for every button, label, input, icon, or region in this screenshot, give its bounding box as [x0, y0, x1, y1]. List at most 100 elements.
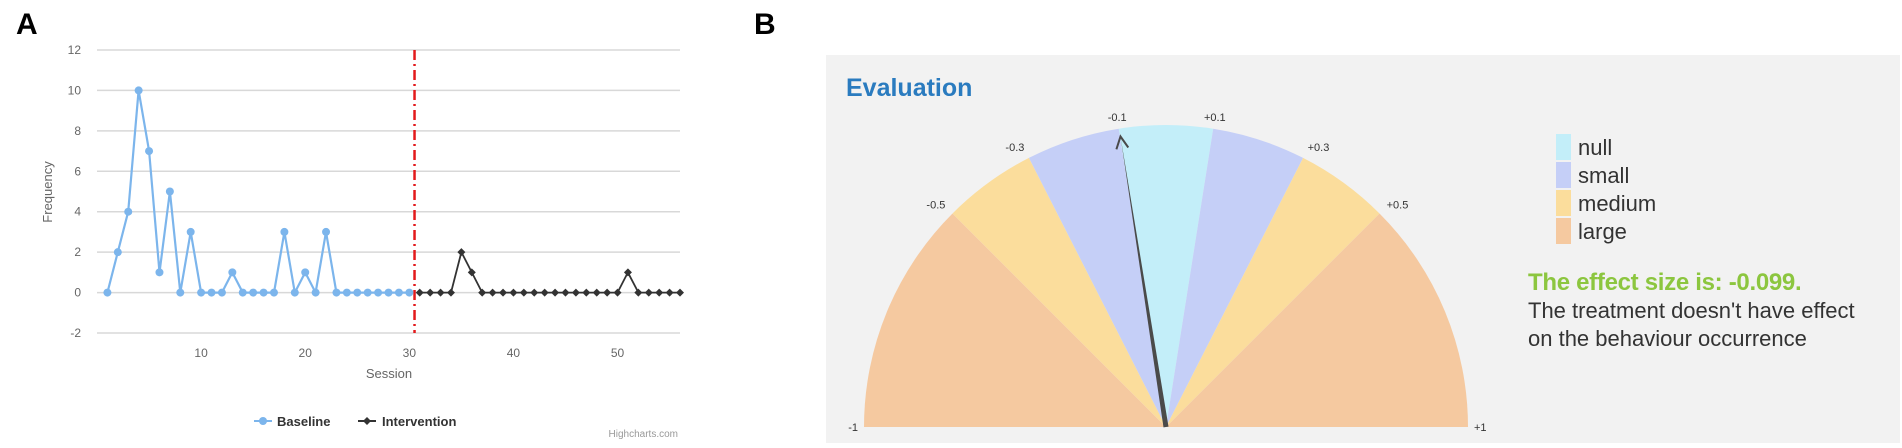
line-chart: -2 0 2 4 6 8 10 12 10 20 30 40 50 Frequency Session…: [40, 43, 684, 440]
data-point-baseline: [301, 268, 310, 277]
legend-baseline-marker: [259, 417, 267, 425]
gauge-tick-label: +0.3: [1308, 142, 1330, 154]
legend-swatch-small: [1556, 162, 1571, 188]
data-point-baseline: [113, 248, 122, 257]
data-point-baseline: [228, 268, 237, 277]
x-axis-label: Session: [366, 366, 412, 381]
data-point-baseline: [155, 268, 164, 277]
data-point-intervention: [665, 288, 674, 297]
gauge-band-medium: [1166, 157, 1380, 427]
legend-label-medium: medium: [1578, 191, 1656, 216]
data-point-baseline: [353, 288, 362, 297]
data-point-baseline: [363, 288, 372, 297]
y-tick-label: 6: [74, 164, 81, 178]
gauge-band-medium: [952, 157, 1166, 427]
data-point-intervention: [436, 288, 445, 297]
x-tick-label: 50: [611, 346, 625, 360]
legend-swatch-null: [1556, 134, 1571, 160]
gauge-tick-label: -0.5: [926, 199, 945, 211]
y-tick-label: 2: [74, 245, 81, 259]
data-point-intervention: [551, 288, 560, 297]
needle-arrowhead: [1115, 134, 1130, 150]
data-point-baseline: [103, 288, 112, 297]
credit-label: Highcharts.com: [609, 429, 678, 440]
data-point-baseline: [217, 288, 226, 297]
x-tick-label: 20: [299, 346, 313, 360]
data-point-baseline: [342, 288, 351, 297]
data-point-baseline: [332, 288, 341, 297]
data-point-baseline: [238, 288, 247, 297]
y-tick-label: 10: [68, 83, 82, 97]
data-point-baseline: [186, 227, 195, 236]
x-tick-labels: 10 20 30 40 50: [194, 346, 624, 360]
gauge-tick-label: +0.1: [1204, 112, 1226, 124]
data-point-intervention: [655, 288, 664, 297]
gauge-band-large: [864, 213, 1166, 427]
y-tick-label: -2: [70, 326, 81, 340]
result-box: The effect size is: -0.099. The treatmen…: [1528, 269, 1868, 353]
gauge-band-null: [1118, 124, 1214, 427]
effect-interpretation: The treatment doesn't have effect on the…: [1528, 298, 1855, 351]
gauge-bands: [864, 124, 1468, 427]
needle-shaft: [1120, 136, 1169, 428]
data-point-baseline: [145, 147, 154, 156]
data-point-intervention: [499, 288, 508, 297]
legend-label-small: small: [1578, 163, 1629, 188]
data-point-baseline: [249, 288, 258, 297]
data-point-intervention: [467, 268, 476, 277]
data-point-baseline: [311, 288, 320, 297]
data-point-intervention: [488, 288, 497, 297]
data-point-intervention: [582, 288, 591, 297]
data-point-baseline: [259, 288, 268, 297]
gauge-tick-label: -0.1: [1108, 112, 1127, 124]
y-tick-label: 0: [74, 286, 81, 300]
data-point-intervention: [571, 288, 580, 297]
data-point-intervention: [592, 288, 601, 297]
data-point-baseline: [176, 288, 185, 297]
data-point-intervention: [509, 288, 518, 297]
gauge-chart: Evaluation -1-0.5-0.3-0.1 +0.1+0.3+0.5+1 …: [826, 55, 1900, 443]
series-line-intervention: [419, 249, 680, 294]
gauge-title: Evaluation: [846, 74, 972, 102]
data-point-baseline: [134, 86, 143, 95]
legend-baseline-label: Baseline: [277, 414, 330, 429]
y-tick-labels: -2 0 2 4 6 8 10 12: [68, 43, 82, 340]
data-point-baseline: [197, 288, 206, 297]
data-point-intervention: [457, 248, 466, 257]
series-line-baseline: [106, 90, 410, 297]
data-point-intervention: [613, 288, 622, 297]
panel-letter-a: A: [16, 8, 38, 41]
gauge-band-large: [1166, 213, 1468, 427]
data-point-intervention: [415, 288, 424, 297]
gauge-tick-label: +1: [1474, 422, 1487, 434]
legend-intervention-label: Intervention: [382, 414, 456, 429]
data-point-intervention: [603, 288, 612, 297]
data-point-baseline: [322, 227, 331, 236]
gauge-legend: null small medium large: [1556, 134, 1656, 244]
data-point-intervention: [634, 288, 643, 297]
y-tick-label: 8: [74, 124, 81, 138]
data-point-baseline: [280, 227, 289, 236]
panel-letter-b: B: [754, 8, 776, 41]
data-point-intervention: [530, 288, 539, 297]
gauge-band-small: [1166, 128, 1304, 427]
gauge-band-small: [1028, 128, 1166, 427]
data-point-intervention: [426, 288, 435, 297]
legend-swatch-large: [1556, 218, 1571, 244]
y-tick-label: 4: [74, 205, 81, 219]
data-point-baseline: [394, 288, 403, 297]
data-point-baseline: [384, 288, 393, 297]
data-point-intervention: [478, 288, 487, 297]
data-point-baseline: [374, 288, 383, 297]
data-point-intervention: [540, 288, 549, 297]
y-axis-label: Frequency: [40, 161, 55, 223]
data-point-intervention: [644, 288, 653, 297]
x-tick-label: 40: [507, 346, 521, 360]
series-group: [103, 86, 684, 297]
gauge-needle: [1115, 134, 1169, 428]
data-point-baseline: [165, 187, 174, 196]
gauge-tick-label: -0.3: [1005, 142, 1024, 154]
data-point-baseline: [207, 288, 216, 297]
gauge-tick-label: -1: [848, 422, 858, 434]
